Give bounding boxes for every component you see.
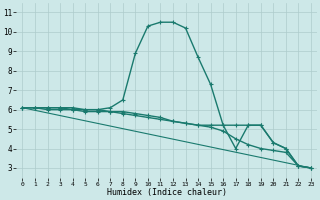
X-axis label: Humidex (Indice chaleur): Humidex (Indice chaleur) xyxy=(107,188,227,197)
